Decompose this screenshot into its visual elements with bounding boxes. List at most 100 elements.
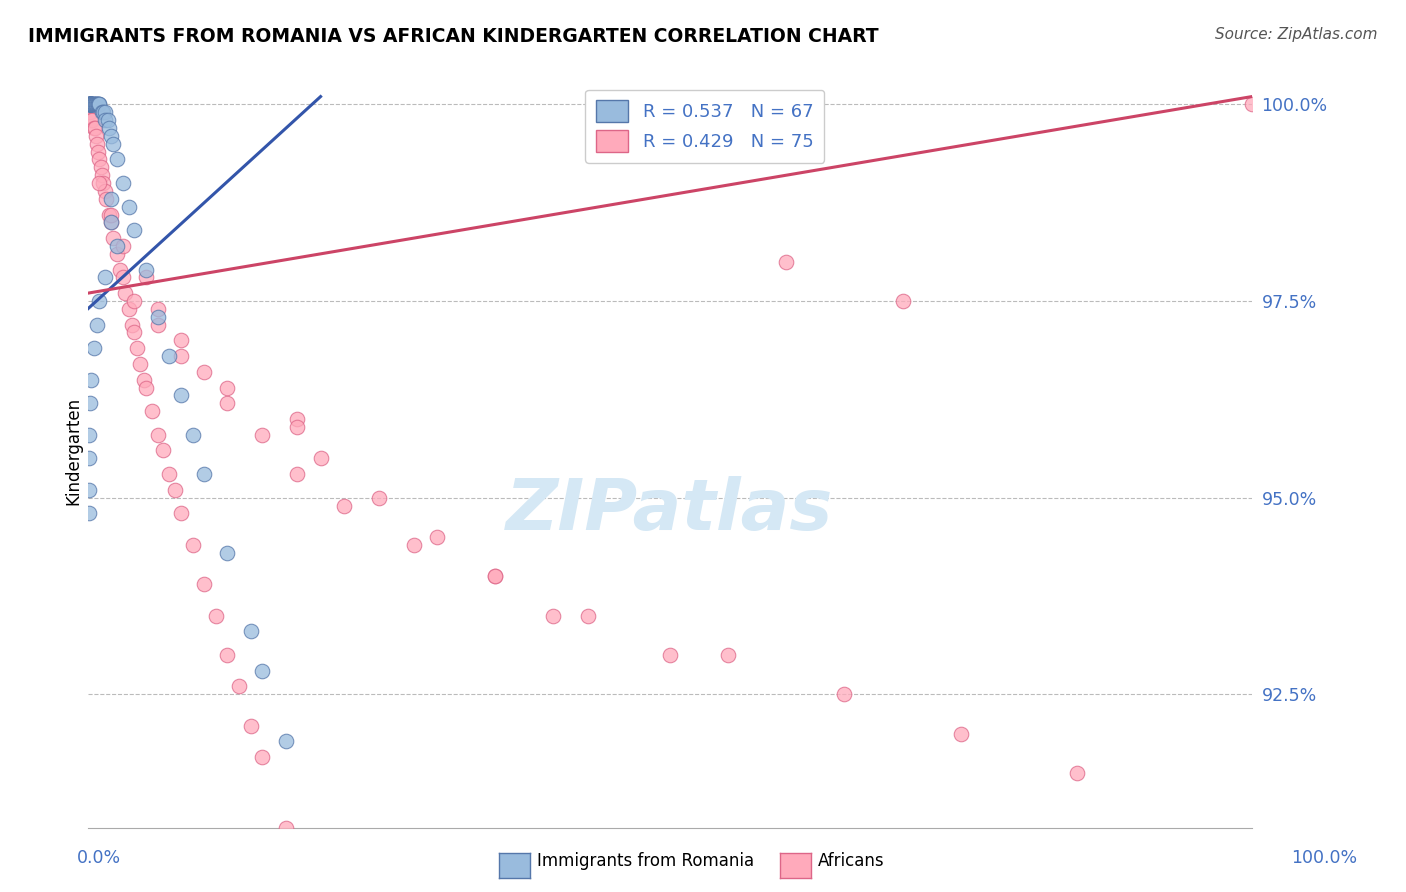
Point <box>111 270 134 285</box>
Point <box>105 239 128 253</box>
Point <box>80 97 103 112</box>
Point <box>80 97 103 112</box>
Point <box>484 569 506 583</box>
Point <box>105 247 128 261</box>
Point <box>157 349 180 363</box>
Point <box>86 97 108 112</box>
Point <box>125 341 148 355</box>
Point <box>121 318 143 332</box>
Point <box>83 97 105 112</box>
Point <box>484 569 506 583</box>
Point <box>79 97 101 112</box>
Point <box>94 113 117 128</box>
Point <box>157 467 180 481</box>
Point <box>80 113 103 128</box>
Point <box>775 254 797 268</box>
Point <box>949 726 972 740</box>
Point <box>79 97 101 112</box>
Point <box>274 821 297 835</box>
Point <box>79 396 101 410</box>
Point <box>181 427 204 442</box>
Point <box>77 427 100 442</box>
Point <box>170 334 193 348</box>
Point <box>193 577 215 591</box>
Point <box>285 420 308 434</box>
Point <box>83 97 105 112</box>
Point <box>79 97 101 112</box>
Point <box>77 451 100 466</box>
Point <box>165 483 187 497</box>
Point <box>146 310 169 324</box>
Point <box>124 326 146 340</box>
Point <box>217 396 239 410</box>
Point <box>82 97 104 112</box>
Point <box>193 365 215 379</box>
Point <box>252 427 274 442</box>
Point <box>77 97 100 112</box>
Point <box>252 750 274 764</box>
Point <box>252 664 274 678</box>
Point <box>77 97 100 112</box>
Point <box>1066 765 1088 780</box>
Point <box>170 507 193 521</box>
Point <box>79 97 101 112</box>
Point <box>90 105 112 120</box>
Point <box>97 208 120 222</box>
Point <box>285 467 308 481</box>
Point <box>193 467 215 481</box>
Point <box>239 719 262 733</box>
Point <box>83 121 105 136</box>
Point <box>84 97 107 112</box>
Point <box>146 318 169 332</box>
Text: 0.0%: 0.0% <box>77 849 121 867</box>
Point <box>87 97 110 112</box>
Point <box>111 239 134 253</box>
Point <box>100 215 122 229</box>
Point <box>90 168 112 182</box>
Point <box>100 208 122 222</box>
Point <box>103 231 125 245</box>
Point <box>402 538 425 552</box>
Point <box>111 176 134 190</box>
Point <box>135 380 157 394</box>
Point <box>86 136 108 151</box>
Point <box>834 687 856 701</box>
Point <box>129 357 152 371</box>
Point <box>94 270 117 285</box>
Point <box>84 128 107 143</box>
Point <box>891 293 914 308</box>
Point <box>77 97 100 112</box>
Point <box>86 318 108 332</box>
Point <box>79 97 101 112</box>
Point <box>135 270 157 285</box>
Point <box>80 97 103 112</box>
Point <box>658 648 681 662</box>
Point <box>79 97 101 112</box>
Point <box>91 176 114 190</box>
Point <box>217 648 239 662</box>
Point <box>274 734 297 748</box>
Point <box>96 192 118 206</box>
Point <box>333 499 356 513</box>
Point <box>100 215 122 229</box>
Point <box>124 223 146 237</box>
Point <box>170 388 193 402</box>
Point <box>89 97 111 112</box>
Point <box>543 608 565 623</box>
Point <box>77 483 100 497</box>
Point <box>77 507 100 521</box>
Text: ZIPatlas: ZIPatlas <box>506 476 834 545</box>
Point <box>77 97 100 112</box>
Point <box>83 97 105 112</box>
Point <box>117 200 139 214</box>
Point <box>96 113 118 128</box>
Point <box>103 136 125 151</box>
Point <box>80 97 103 112</box>
Point <box>170 349 193 363</box>
Point <box>114 286 136 301</box>
Text: Immigrants from Romania: Immigrants from Romania <box>537 852 754 870</box>
Point <box>135 262 157 277</box>
Y-axis label: Kindergarten: Kindergarten <box>65 396 82 505</box>
Text: 100.0%: 100.0% <box>1291 849 1357 867</box>
Text: Africans: Africans <box>818 852 884 870</box>
